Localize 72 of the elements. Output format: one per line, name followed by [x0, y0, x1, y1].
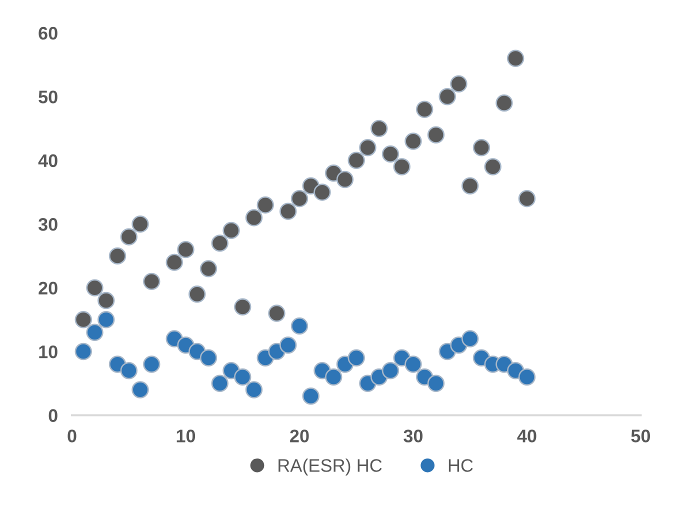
y-tick-label: 0 — [48, 409, 58, 422]
point — [290, 317, 308, 335]
point — [108, 247, 126, 265]
x-tick-label: 0 — [68, 430, 76, 442]
point — [506, 50, 524, 68]
point — [324, 368, 342, 386]
point — [496, 94, 513, 112]
point — [450, 75, 468, 93]
y-tick-label: 20 — [38, 282, 58, 295]
point — [120, 362, 138, 380]
point — [348, 152, 365, 169]
y-tick-label: 60 — [38, 26, 58, 40]
point — [98, 311, 115, 328]
point — [484, 158, 502, 176]
x-tick-label: 30 — [404, 430, 423, 442]
legend-label: HC — [448, 459, 473, 472]
point — [393, 158, 410, 176]
point — [211, 374, 228, 392]
x-tick-label: 40 — [517, 430, 536, 442]
point — [222, 222, 240, 240]
point — [280, 202, 297, 220]
y-tick-label: 10 — [39, 345, 58, 358]
point — [74, 342, 92, 360]
point — [382, 145, 400, 163]
point — [256, 196, 274, 214]
point — [404, 132, 422, 150]
point — [86, 279, 104, 296]
point — [518, 190, 536, 208]
x-tick-label: 50 — [631, 430, 650, 442]
point — [120, 228, 138, 246]
point — [143, 356, 160, 373]
point — [290, 190, 308, 208]
point — [370, 120, 388, 138]
point — [245, 381, 263, 398]
point — [143, 272, 160, 290]
point — [280, 336, 297, 354]
point — [177, 240, 194, 258]
y-tick-label: 30 — [38, 218, 58, 231]
point — [200, 260, 218, 278]
point — [461, 330, 479, 348]
point — [438, 88, 456, 106]
point — [166, 254, 183, 271]
y-tick-label: 40 — [38, 154, 58, 168]
point — [132, 215, 149, 233]
point — [200, 349, 218, 367]
point — [348, 349, 365, 367]
point — [314, 184, 331, 201]
point — [74, 311, 92, 328]
point — [234, 368, 252, 386]
point — [427, 126, 445, 144]
y-tick-label: 50 — [38, 90, 58, 104]
point — [98, 292, 115, 310]
x-tick-label: 10 — [176, 430, 196, 442]
point — [234, 298, 252, 316]
point — [518, 368, 536, 386]
point — [86, 324, 104, 342]
point — [132, 381, 149, 398]
point — [245, 209, 263, 226]
point — [416, 100, 434, 118]
point — [382, 362, 400, 380]
point — [427, 374, 445, 392]
point — [302, 388, 320, 405]
x-tick-label: 20 — [290, 430, 309, 442]
legend-label: RA(ESR) HC — [278, 458, 382, 476]
point — [211, 234, 228, 252]
point — [359, 139, 376, 156]
point — [404, 356, 422, 373]
point — [188, 286, 206, 303]
point — [336, 170, 354, 188]
point — [461, 177, 479, 194]
point — [268, 304, 286, 322]
point — [472, 139, 490, 156]
